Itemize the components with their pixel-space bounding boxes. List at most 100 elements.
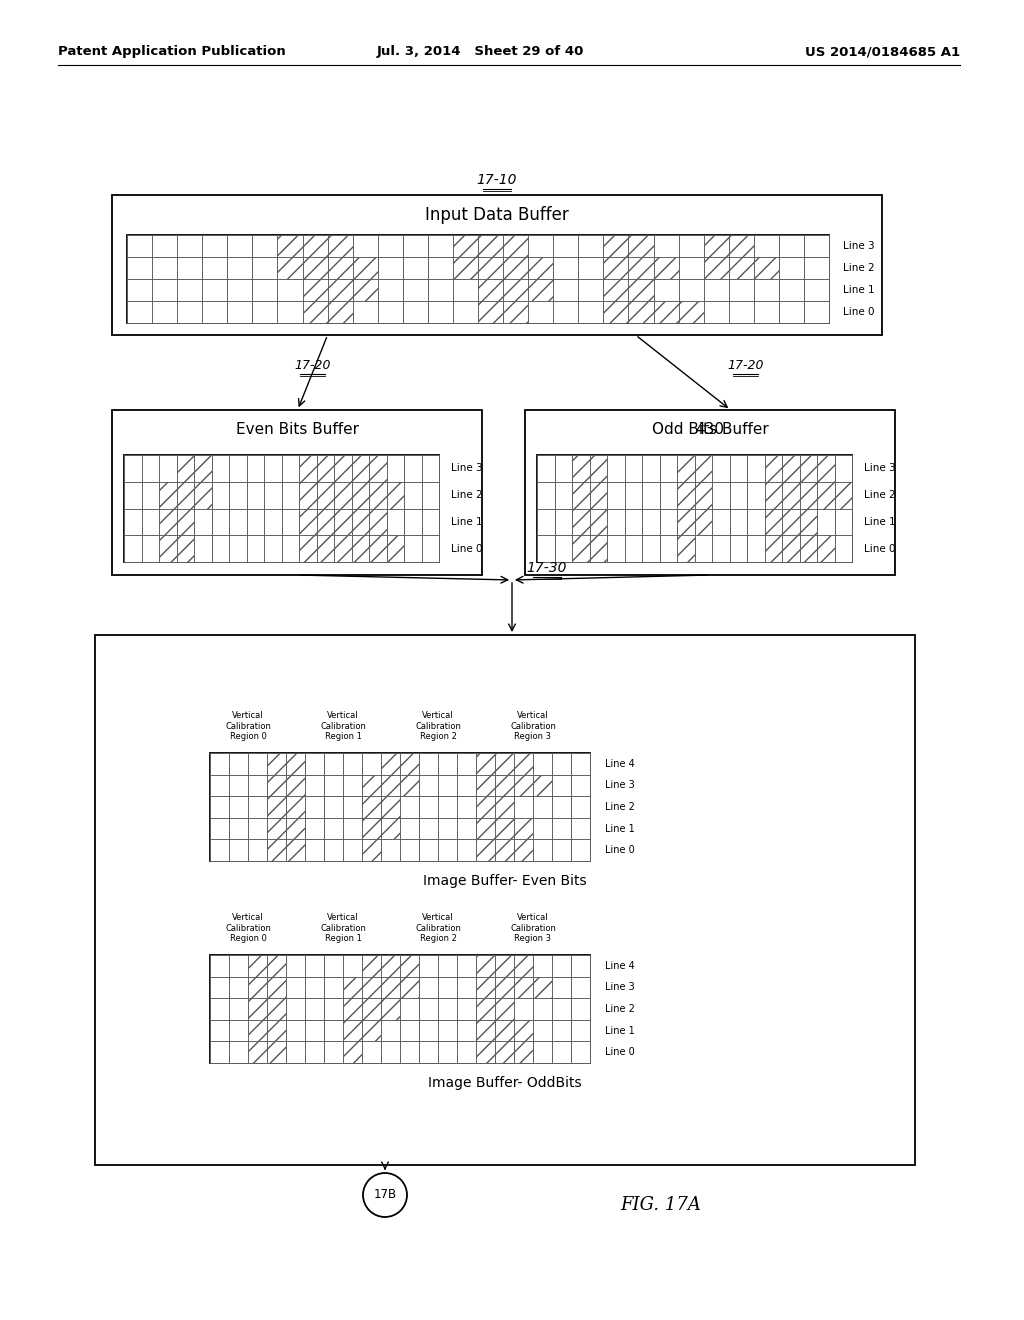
Bar [302, 235, 328, 257]
Text: 17B: 17B [374, 1188, 396, 1201]
Bar [362, 796, 381, 818]
Bar [210, 977, 229, 998]
Bar [659, 482, 677, 508]
Bar [677, 508, 694, 535]
Text: Line 4: Line 4 [605, 759, 635, 768]
Bar [553, 257, 579, 279]
Bar [278, 235, 302, 257]
Text: Vertical
Calibration
Region 3: Vertical Calibration Region 3 [510, 711, 556, 741]
Bar [528, 301, 553, 323]
Bar [124, 455, 439, 562]
Bar [302, 257, 328, 279]
Bar [804, 301, 829, 323]
Bar [679, 279, 703, 301]
Bar [278, 279, 302, 301]
Text: Line 0: Line 0 [452, 544, 482, 553]
Bar [305, 977, 324, 998]
Bar [334, 535, 351, 562]
Bar [495, 977, 514, 998]
Text: Line 0: Line 0 [864, 544, 896, 553]
Bar [729, 235, 754, 257]
Bar [572, 535, 590, 562]
Bar [210, 1020, 229, 1041]
Text: Line 1: Line 1 [452, 517, 482, 527]
Bar [159, 508, 176, 535]
Bar [362, 752, 381, 775]
Bar [537, 535, 555, 562]
Bar [571, 1041, 590, 1063]
Bar [127, 235, 153, 257]
Bar [422, 508, 439, 535]
Text: Odd Bits Buffer: Odd Bits Buffer [651, 422, 768, 437]
Bar [457, 752, 476, 775]
Bar [282, 535, 299, 562]
Bar [141, 482, 159, 508]
Bar [324, 752, 343, 775]
Text: Vertical
Calibration
Region 3: Vertical Calibration Region 3 [510, 913, 556, 942]
Bar [457, 954, 476, 977]
Bar [817, 535, 835, 562]
Bar [571, 954, 590, 977]
Bar [112, 195, 882, 335]
Bar [176, 455, 194, 482]
Bar [305, 840, 324, 861]
Bar [127, 257, 153, 279]
Bar [555, 455, 572, 482]
Bar [625, 482, 642, 508]
Bar [369, 482, 386, 508]
Bar [495, 1020, 514, 1041]
Bar [343, 1020, 362, 1041]
Bar [457, 998, 476, 1020]
Text: Line 1: Line 1 [605, 1026, 635, 1036]
Bar [229, 818, 248, 840]
Bar [159, 482, 176, 508]
Bar [316, 535, 334, 562]
Bar [176, 482, 194, 508]
Bar [305, 752, 324, 775]
Bar [176, 508, 194, 535]
Bar [438, 998, 457, 1020]
Bar [534, 796, 552, 818]
Bar [476, 775, 495, 796]
Bar [438, 1020, 457, 1041]
Bar [248, 775, 267, 796]
Bar [227, 257, 252, 279]
Bar [679, 257, 703, 279]
Bar [286, 775, 305, 796]
Bar [362, 954, 381, 977]
Bar [534, 752, 552, 775]
Bar [252, 257, 278, 279]
Bar [324, 954, 343, 977]
Bar [324, 977, 343, 998]
Bar [343, 796, 362, 818]
Bar [476, 954, 495, 977]
Bar [299, 535, 316, 562]
Bar [804, 235, 829, 257]
Bar [457, 818, 476, 840]
Bar [703, 235, 729, 257]
Bar [286, 1041, 305, 1063]
Bar [476, 752, 495, 775]
Bar [381, 1020, 400, 1041]
Bar [419, 1041, 438, 1063]
Bar [176, 535, 194, 562]
Bar [552, 840, 571, 861]
Bar [603, 279, 629, 301]
Bar [765, 508, 782, 535]
Bar [264, 535, 282, 562]
Bar [537, 508, 555, 535]
Bar [127, 235, 829, 323]
Bar [328, 279, 352, 301]
Bar [514, 840, 534, 861]
Bar [369, 455, 386, 482]
Bar [514, 1041, 534, 1063]
Bar [607, 482, 625, 508]
Bar [571, 796, 590, 818]
Text: Line 1: Line 1 [605, 824, 635, 834]
Bar [514, 818, 534, 840]
Bar [227, 235, 252, 257]
Bar [229, 796, 248, 818]
Bar [438, 775, 457, 796]
Bar [351, 455, 369, 482]
Bar [537, 455, 555, 482]
